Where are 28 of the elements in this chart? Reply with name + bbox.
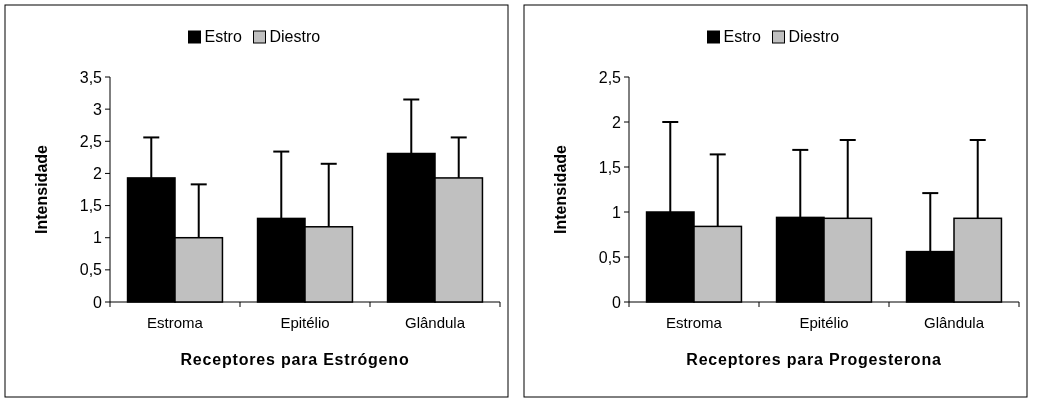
x-axis-title: Receptores para Estrógeno	[180, 351, 410, 368]
y-tick-label: 1	[93, 229, 103, 247]
x-tick-label: Epitélio	[280, 314, 330, 331]
y-tick-label: 0,5	[598, 248, 622, 266]
legend-label: Estro	[723, 28, 761, 45]
y-tick-label: 2,5	[598, 68, 622, 86]
y-axis-title: Intensidade	[33, 144, 50, 234]
y-tick-label: 3	[93, 100, 103, 118]
y-tick-label: 1,5	[598, 158, 622, 176]
x-tick-label: Glândula	[923, 314, 985, 331]
y-tick-label: 2	[612, 113, 622, 131]
y-tick-label: 1,5	[79, 197, 103, 215]
y-axis-title: Intensidade	[552, 144, 569, 234]
y-tick-label: 1	[612, 203, 622, 221]
x-tick-label: Epitélio	[799, 314, 849, 331]
y-tick-label: 2,5	[79, 132, 103, 150]
y-tick-label: 0,5	[79, 261, 103, 279]
x-tick-label: Estroma	[147, 314, 204, 331]
legend-label: Estro	[204, 28, 242, 45]
y-tick-label: 2	[93, 165, 103, 183]
y-tick-label: 3,5	[79, 68, 103, 86]
x-tick-label: Estroma	[666, 314, 723, 331]
x-axis-title: Receptores para Progesterona	[686, 351, 942, 368]
x-tick-label: Glândula	[404, 314, 466, 331]
y-tick-label: 0	[93, 293, 103, 311]
legend-label: Diestro	[788, 28, 840, 45]
legend-label: Diestro	[269, 28, 321, 45]
y-tick-label: 0	[612, 293, 622, 311]
